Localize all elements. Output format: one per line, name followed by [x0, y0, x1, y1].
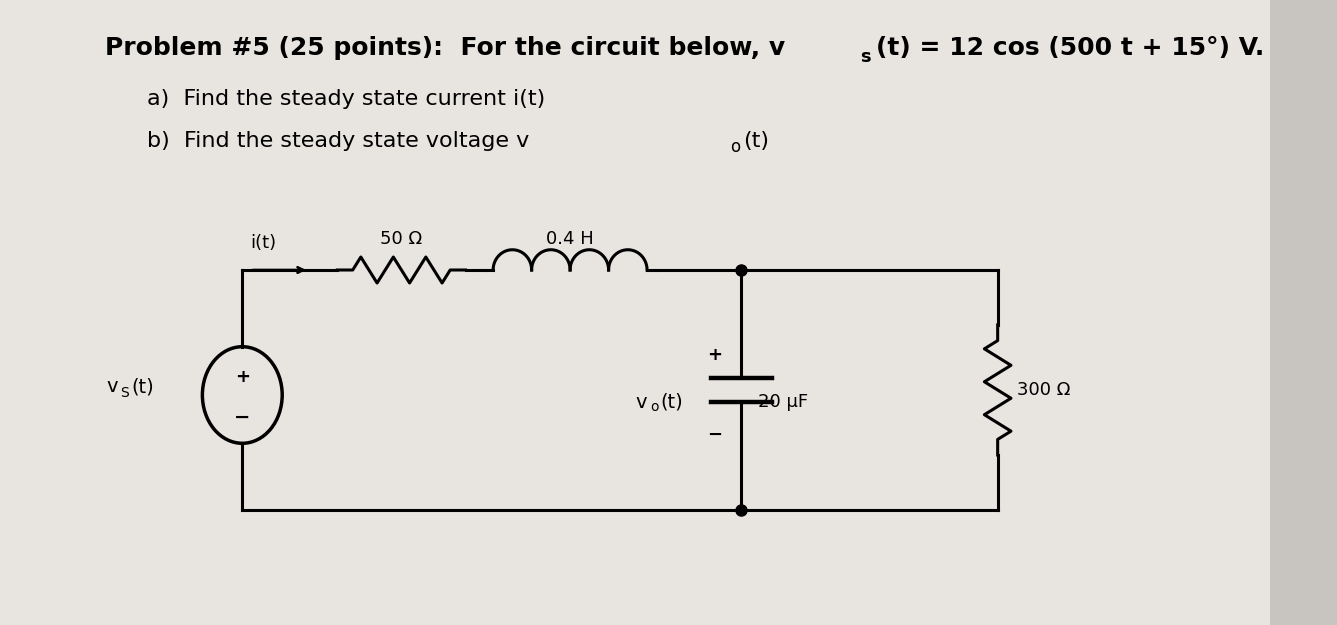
Text: −: −	[707, 426, 722, 444]
Text: b)  Find the steady state voltage v: b) Find the steady state voltage v	[147, 131, 529, 151]
Text: o: o	[650, 400, 659, 414]
Text: o: o	[730, 138, 739, 156]
Text: +: +	[707, 346, 722, 364]
Text: S: S	[120, 386, 128, 400]
Text: v: v	[635, 392, 647, 411]
Text: −: −	[234, 408, 250, 426]
Text: +: +	[235, 368, 250, 386]
Text: 50 Ω: 50 Ω	[381, 230, 422, 248]
Text: i(t): i(t)	[250, 234, 275, 252]
Text: Problem #5 (25 points):  For the circuit below, v: Problem #5 (25 points): For the circuit …	[104, 36, 785, 60]
Text: 20 μF: 20 μF	[758, 393, 809, 411]
Text: a)  Find the steady state current i(t): a) Find the steady state current i(t)	[147, 89, 545, 109]
Text: s: s	[860, 48, 870, 66]
Text: (t): (t)	[743, 131, 769, 151]
Text: (t): (t)	[660, 392, 683, 411]
Text: 0.4 H: 0.4 H	[547, 230, 594, 248]
Text: (t): (t)	[131, 378, 154, 396]
Text: 300 Ω: 300 Ω	[1016, 381, 1070, 399]
Text: v: v	[107, 378, 118, 396]
Text: (t) = 12 cos (500 t + 15°) V.: (t) = 12 cos (500 t + 15°) V.	[876, 36, 1265, 60]
